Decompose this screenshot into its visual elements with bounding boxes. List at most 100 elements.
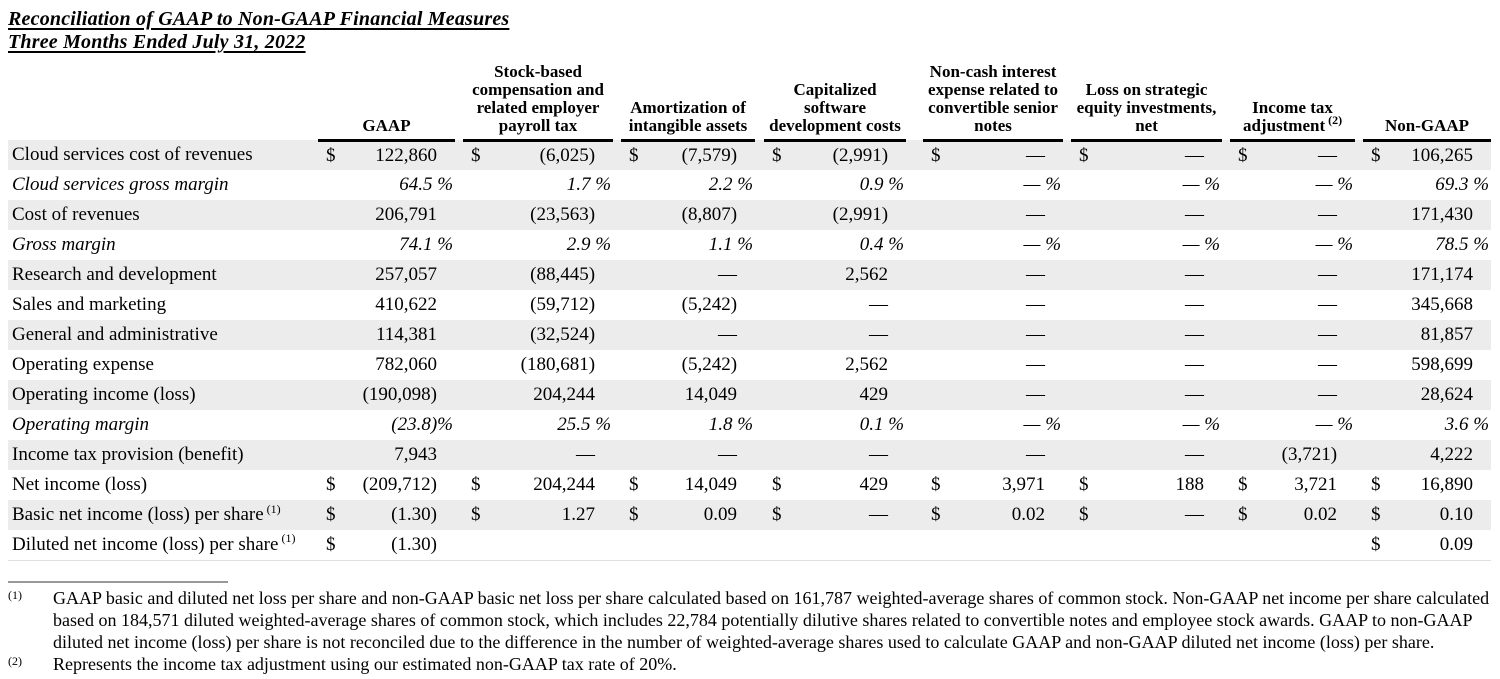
cell-currency-symbol [463,260,489,290]
cell-currency-symbol [621,410,647,440]
cell-currency-symbol: $ [931,474,941,495]
cell-gap [906,470,923,500]
cell-gap [613,380,621,410]
cell-value: 204,244 [533,474,596,495]
cell-value: 4,222 [1430,444,1474,465]
cell-gap [1355,320,1363,350]
table-row: Cost of revenues 206,791 (23,563) (8,807) (2… [8,200,1492,230]
row-label: Income tax provision (benefit) [12,444,244,465]
cell-value: 14,049 [684,474,738,495]
cell-currency-symbol [923,530,949,560]
cell-gap [906,290,923,320]
cell-gap [755,140,764,170]
cell-gap [1222,380,1230,410]
cell-currency-symbol [923,320,949,350]
cell-gap [906,350,923,380]
row-label: Research and development [12,264,217,285]
cell-value: 2.9 % [566,234,612,255]
row-label: Cloud services cost of revenues [12,144,253,165]
cell-currency-symbol [318,380,344,410]
cell-gap [755,410,764,440]
cell-currency-symbol [1363,290,1389,320]
cell-gap [613,230,621,260]
cell-currency-symbol: $ [1371,504,1381,525]
cell-currency-symbol [1071,410,1097,440]
cell-gap [755,320,764,350]
table-row: Operating expense 782,060 (180,681) (5,242)… [8,350,1491,380]
cell-currency-symbol: $ [1079,144,1089,166]
cell-value: (190,098) [362,384,438,405]
cell-gap [1063,500,1071,530]
cell-currency-symbol: $ [326,474,336,495]
cell-gap [906,230,923,260]
cell-value: 7,943 [394,444,438,465]
cell-gap [613,200,621,230]
cell-gap [613,260,621,290]
cell-currency-symbol [1071,200,1097,230]
cell-value: 782,060 [375,354,438,375]
cell-value: 188 [1175,474,1205,495]
header-superscript: (2) [1328,112,1343,127]
cell-gap [455,140,463,170]
cell-currency-symbol: $ [931,144,941,166]
cell-currency-symbol [1363,350,1389,380]
cell-gap [1222,200,1230,230]
row-label: Operating expense [12,354,154,375]
cell-gap [613,440,621,470]
footnote-separator [8,580,228,583]
cell-currency-symbol [1230,440,1256,470]
table-row: Cloud services cost of revenues $122,860 $… [8,140,1492,170]
cell-value: — [869,294,889,315]
cell-value: (6,025) [539,144,596,166]
cell-value: 1.8 % [708,414,754,435]
cell-currency-symbol [1230,320,1256,350]
cell-gap [906,410,923,440]
cell-currency-symbol [1230,410,1256,440]
column-header: Non-cash interest expense related to con… [923,62,1064,142]
footnote-text: GAAP basic and diluted net loss per shar… [53,587,1490,652]
cell-gap [755,260,764,290]
cell-gap [906,260,923,290]
cell-value: — [1185,264,1205,285]
row-label: Net income (loss) [12,474,148,495]
cell-currency-symbol [1363,380,1389,410]
cell-value: (3,721) [1281,444,1338,465]
cell-value: — % [1315,174,1354,195]
cell-currency-symbol: $ [772,474,782,495]
cell-currency-symbol: $ [471,474,481,495]
cell-gap [1063,530,1071,560]
cell-value [1256,530,1355,560]
column-gap [455,62,463,140]
cell-currency-symbol [923,440,949,470]
footnote-marker: (1) [8,587,22,602]
document-title: Reconciliation of GAAP to Non-GAAP Finan… [8,8,510,30]
cell-value: 3.6 % [1444,414,1490,435]
cell-gap [906,530,923,560]
cell-gap [906,500,923,530]
table-row: Basic net income (loss) per share (1) $ (1.… [8,500,1492,530]
cell-gap [1355,140,1363,170]
cell-value: 0.09 [1439,533,1474,555]
cell-value: 1.1 % [708,234,754,255]
cell-currency-symbol [1363,440,1389,470]
cell-gap [613,500,621,530]
cell-value: 74.1 % [399,234,454,255]
cell-value: 0.4 % [859,234,905,255]
cell-value: 0.1 % [859,414,905,435]
cell-currency-symbol [1071,320,1097,350]
table-body: Cloud services cost of revenues $122,860 $… [8,140,1492,560]
cell-gap [1063,140,1071,170]
cell-value: — % [1315,234,1354,255]
cell-value: (23,563) [530,204,596,225]
cell-gap [1063,350,1071,380]
cell-value: — [869,324,889,345]
cell-gap [613,410,621,440]
cell-gap [613,530,621,560]
cell-value: — [1318,324,1338,345]
cell-currency-symbol [463,530,489,560]
cell-value: 1.27 [561,504,596,525]
cell-currency-symbol [1230,380,1256,410]
cell-currency-symbol [764,260,790,290]
cell-gap [1355,380,1363,410]
